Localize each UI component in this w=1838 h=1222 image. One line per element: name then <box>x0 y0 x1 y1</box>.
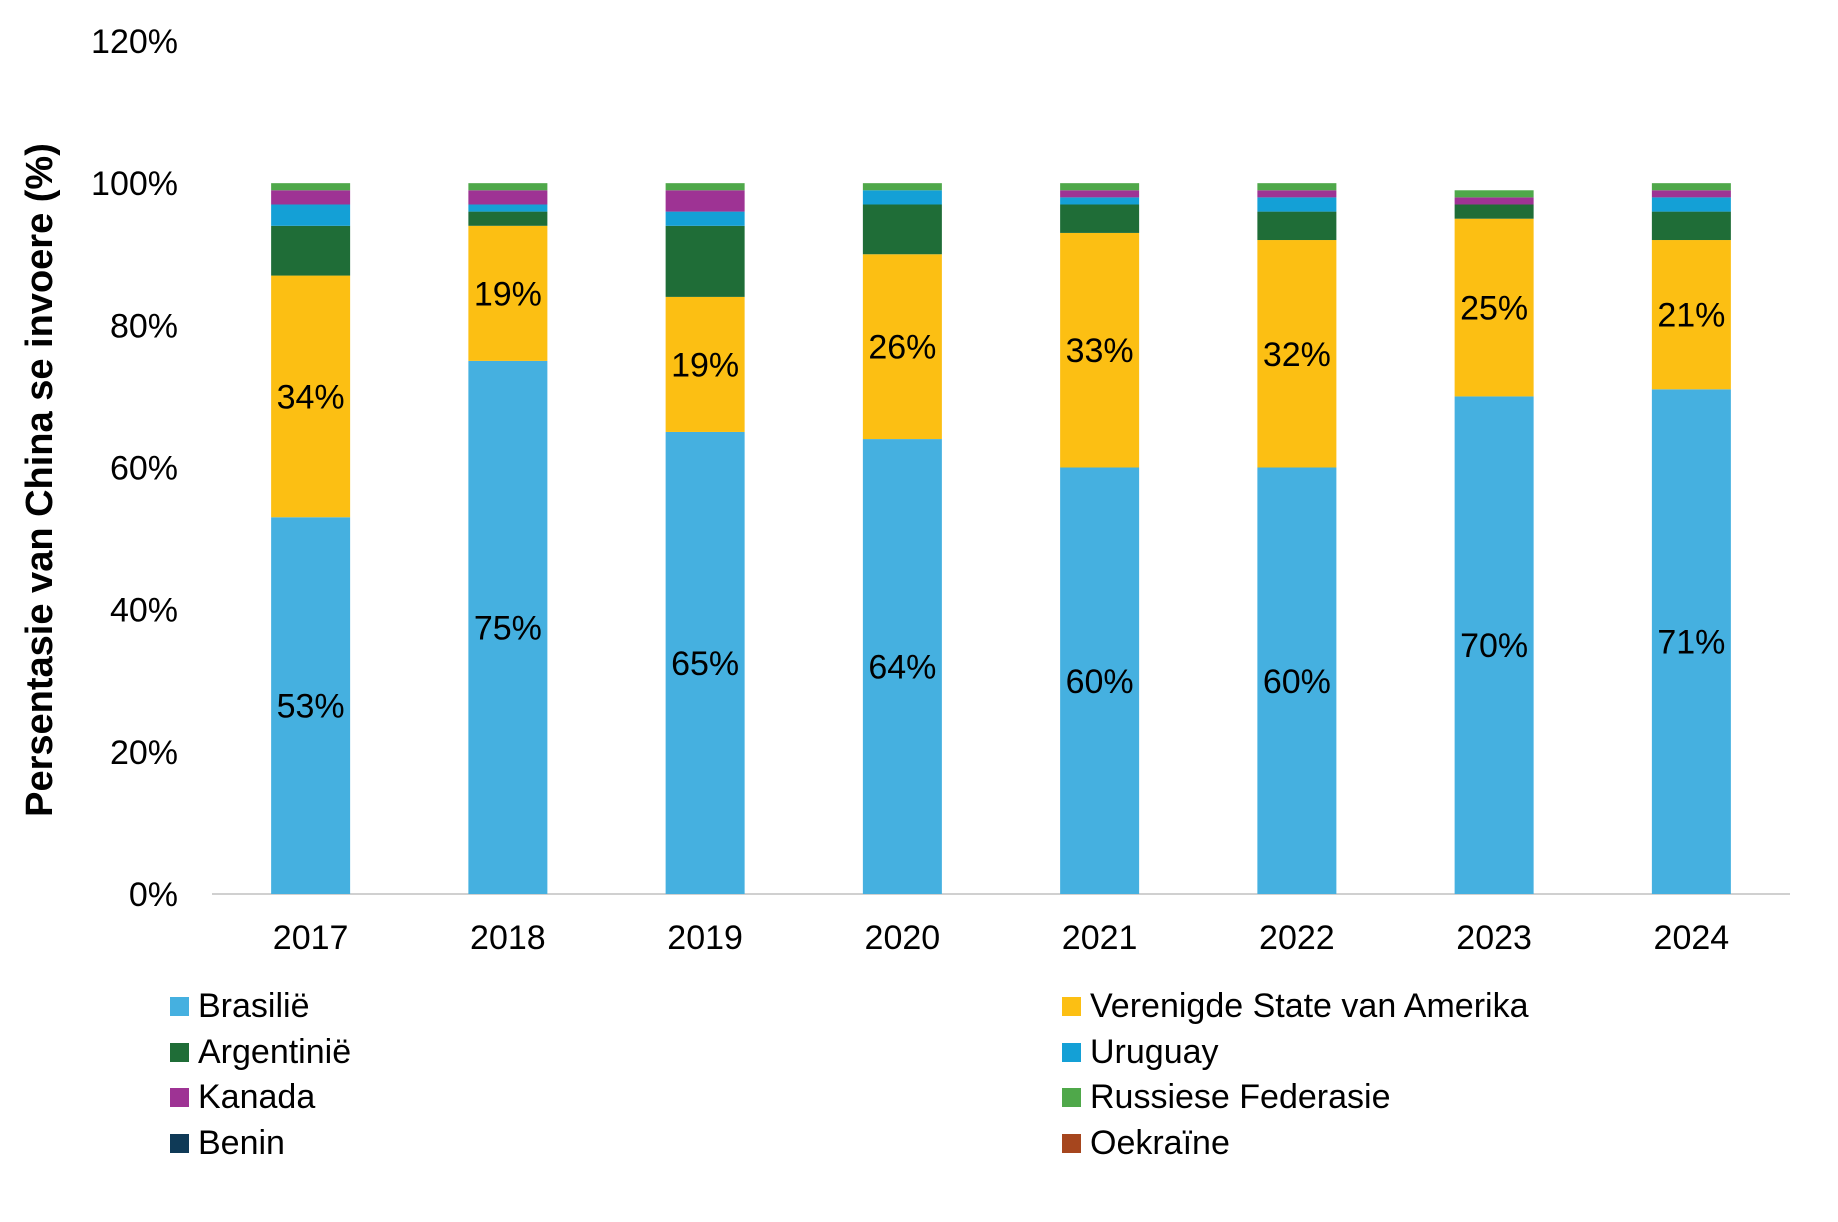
bar-segment <box>271 275 351 518</box>
y-axis-label: Persentasie van China se invoere (%) <box>19 143 61 817</box>
bar-segment <box>1651 197 1731 212</box>
data-label: 60% <box>1263 663 1331 701</box>
bar-segment <box>1454 396 1534 894</box>
y-tick-label: 100% <box>91 165 178 203</box>
data-label: 60% <box>1066 663 1134 701</box>
data-label: 70% <box>1460 627 1528 665</box>
y-tick-label: 120% <box>91 23 178 61</box>
bar-segment <box>665 211 745 226</box>
bar-segment <box>1454 218 1534 397</box>
bar-segment <box>1651 240 1731 390</box>
bar-segment <box>862 183 942 191</box>
bar-segment <box>468 360 548 894</box>
bars: 53% 34% 75% 19% 65% 19% 64% 26% 60% 33% 60% 32% 70% 2… <box>271 183 1731 894</box>
bar-segment <box>665 183 745 191</box>
y-tick-label: 20% <box>110 734 178 772</box>
x-tick-label: 2021 <box>1062 919 1138 957</box>
bar-segment <box>468 204 548 212</box>
data-label: 34% <box>277 378 345 416</box>
data-label: 32% <box>1263 336 1331 374</box>
bar-segment <box>862 204 942 255</box>
bar-segment <box>1651 211 1731 241</box>
x-axis-ticks: 2017 2018 2019 2020 2021 2022 2023 2024 <box>273 919 1729 957</box>
bar-segment <box>1651 183 1731 191</box>
bar-segment <box>271 190 351 205</box>
bar-segment <box>271 225 351 276</box>
bar-segment <box>862 190 942 205</box>
data-label: 53% <box>277 688 345 726</box>
bar-segment <box>665 225 745 297</box>
bar-segment <box>665 190 745 212</box>
bar-segment <box>1060 197 1140 205</box>
data-label: 21% <box>1657 297 1725 335</box>
x-tick-label: 2020 <box>865 919 941 957</box>
y-axis-ticks: 0% 20% 40% 60% 80% 100% 120% <box>91 23 178 914</box>
y-tick-label: 60% <box>110 450 178 488</box>
x-tick-label: 2022 <box>1259 919 1335 957</box>
data-label: 25% <box>1460 290 1528 328</box>
bar-segment <box>1060 183 1140 191</box>
bar-segment <box>862 439 942 894</box>
data-label: 75% <box>474 609 542 647</box>
bar-segment <box>1257 467 1337 894</box>
bar-segment <box>1257 190 1337 198</box>
bar-segment <box>1651 190 1731 198</box>
bar-segment <box>1060 190 1140 198</box>
bar-segment <box>1257 240 1337 468</box>
bar-segment <box>1454 204 1534 219</box>
bar-segment <box>1454 197 1534 205</box>
bar-segment <box>1257 197 1337 212</box>
data-label: 19% <box>474 275 542 313</box>
bar-segment <box>468 211 548 226</box>
bar-segment <box>1060 467 1140 894</box>
x-tick-label: 2024 <box>1654 919 1730 957</box>
bar-segment <box>271 183 351 191</box>
y-tick-label: 0% <box>129 876 178 914</box>
bar-segment <box>468 190 548 205</box>
bar-segment <box>1257 211 1337 241</box>
bar-segment <box>1060 232 1140 468</box>
data-label: 33% <box>1066 332 1134 370</box>
x-tick-label: 2017 <box>273 919 349 957</box>
bar-segment <box>1257 183 1337 191</box>
y-tick-label: 80% <box>110 307 178 345</box>
bar-segment <box>665 296 745 432</box>
bar-segment <box>1651 389 1731 894</box>
data-label: 71% <box>1657 624 1725 662</box>
bar-segment <box>1454 190 1534 198</box>
y-tick-label: 40% <box>110 592 178 630</box>
bar-segment <box>1060 204 1140 233</box>
bar-segment <box>468 225 548 361</box>
bar-segment <box>665 431 745 894</box>
bar-segment <box>468 183 548 191</box>
x-tick-label: 2019 <box>667 919 743 957</box>
x-tick-label: 2023 <box>1456 919 1532 957</box>
data-label: 64% <box>868 649 936 687</box>
bar-segment <box>271 204 351 226</box>
data-label: 19% <box>671 346 739 384</box>
bar-segment <box>862 254 942 440</box>
bar-segment <box>271 517 351 894</box>
data-label: 26% <box>868 329 936 367</box>
data-label: 65% <box>671 645 739 683</box>
x-tick-label: 2018 <box>470 919 546 957</box>
